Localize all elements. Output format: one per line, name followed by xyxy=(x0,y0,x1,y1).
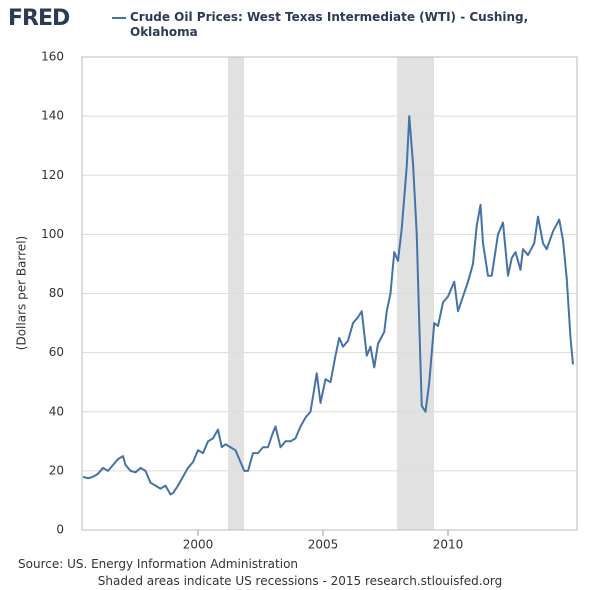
legend-swatch xyxy=(112,17,126,19)
y-tick-label: 0 xyxy=(56,523,64,537)
source: Source: US. Energy Information Administr… xyxy=(18,557,299,571)
chart: (Dollars per Barrel) 0 20 40 60 80 100 120 140 1… xyxy=(15,50,578,552)
note: Shaded areas indicate US recessions - 20… xyxy=(97,574,503,588)
x-tick-label: 2005 xyxy=(308,538,339,552)
plot-frame xyxy=(81,56,578,531)
data-line xyxy=(82,115,574,496)
y-tick-label: 160 xyxy=(41,50,64,64)
y-tick-label: 140 xyxy=(41,109,64,123)
y-tick-label: 60 xyxy=(49,345,64,359)
y-tick-label: 120 xyxy=(41,168,64,182)
logo: FRED xyxy=(8,6,70,31)
y-tick-label: 40 xyxy=(49,404,64,418)
legend-entry: Crude Oil Prices: West Texas Intermediat… xyxy=(130,10,529,39)
x-tick-label: 2000 xyxy=(183,538,214,552)
y-tick-label: 80 xyxy=(49,286,64,300)
x-tick-label: 2010 xyxy=(433,538,464,552)
y-tick-label: 100 xyxy=(41,227,64,241)
y-tick-label: 20 xyxy=(49,463,64,477)
y-axis-label: (Dollars per Barrel) xyxy=(15,236,29,350)
